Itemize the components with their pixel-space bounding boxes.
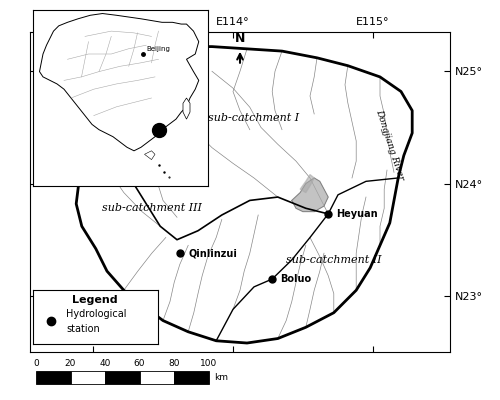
Bar: [105, 371, 140, 384]
Text: 60: 60: [134, 358, 145, 368]
Text: sub-catchment III: sub-catchment III: [102, 203, 202, 213]
Polygon shape: [300, 174, 314, 192]
Polygon shape: [100, 46, 412, 240]
Text: Qinlinzui: Qinlinzui: [188, 248, 237, 258]
Text: Heyuan: Heyuan: [336, 209, 378, 219]
Text: sub-catchment I: sub-catchment I: [208, 114, 300, 124]
Text: Hydrological: Hydrological: [66, 309, 127, 319]
Polygon shape: [183, 98, 190, 119]
Text: N: N: [235, 32, 245, 46]
Text: 0: 0: [33, 358, 39, 368]
Text: km: km: [214, 374, 228, 382]
Bar: [140, 371, 174, 384]
Bar: [36, 371, 70, 384]
Text: 100: 100: [200, 358, 218, 368]
Polygon shape: [216, 58, 412, 343]
Text: Boluo: Boluo: [280, 274, 312, 284]
Text: Legend: Legend: [72, 295, 118, 305]
Bar: [174, 371, 208, 384]
Polygon shape: [40, 14, 199, 151]
Text: station: station: [66, 324, 100, 334]
Polygon shape: [144, 151, 155, 160]
Text: 80: 80: [168, 358, 180, 368]
Polygon shape: [76, 80, 328, 341]
Text: Beijing: Beijing: [146, 46, 170, 52]
Bar: [70, 371, 105, 384]
Text: sub-catchment II: sub-catchment II: [286, 255, 382, 265]
Text: Dongjiang River: Dongjiang River: [374, 108, 406, 181]
Text: 20: 20: [65, 358, 76, 368]
Text: 40: 40: [100, 358, 110, 368]
Polygon shape: [292, 178, 328, 212]
